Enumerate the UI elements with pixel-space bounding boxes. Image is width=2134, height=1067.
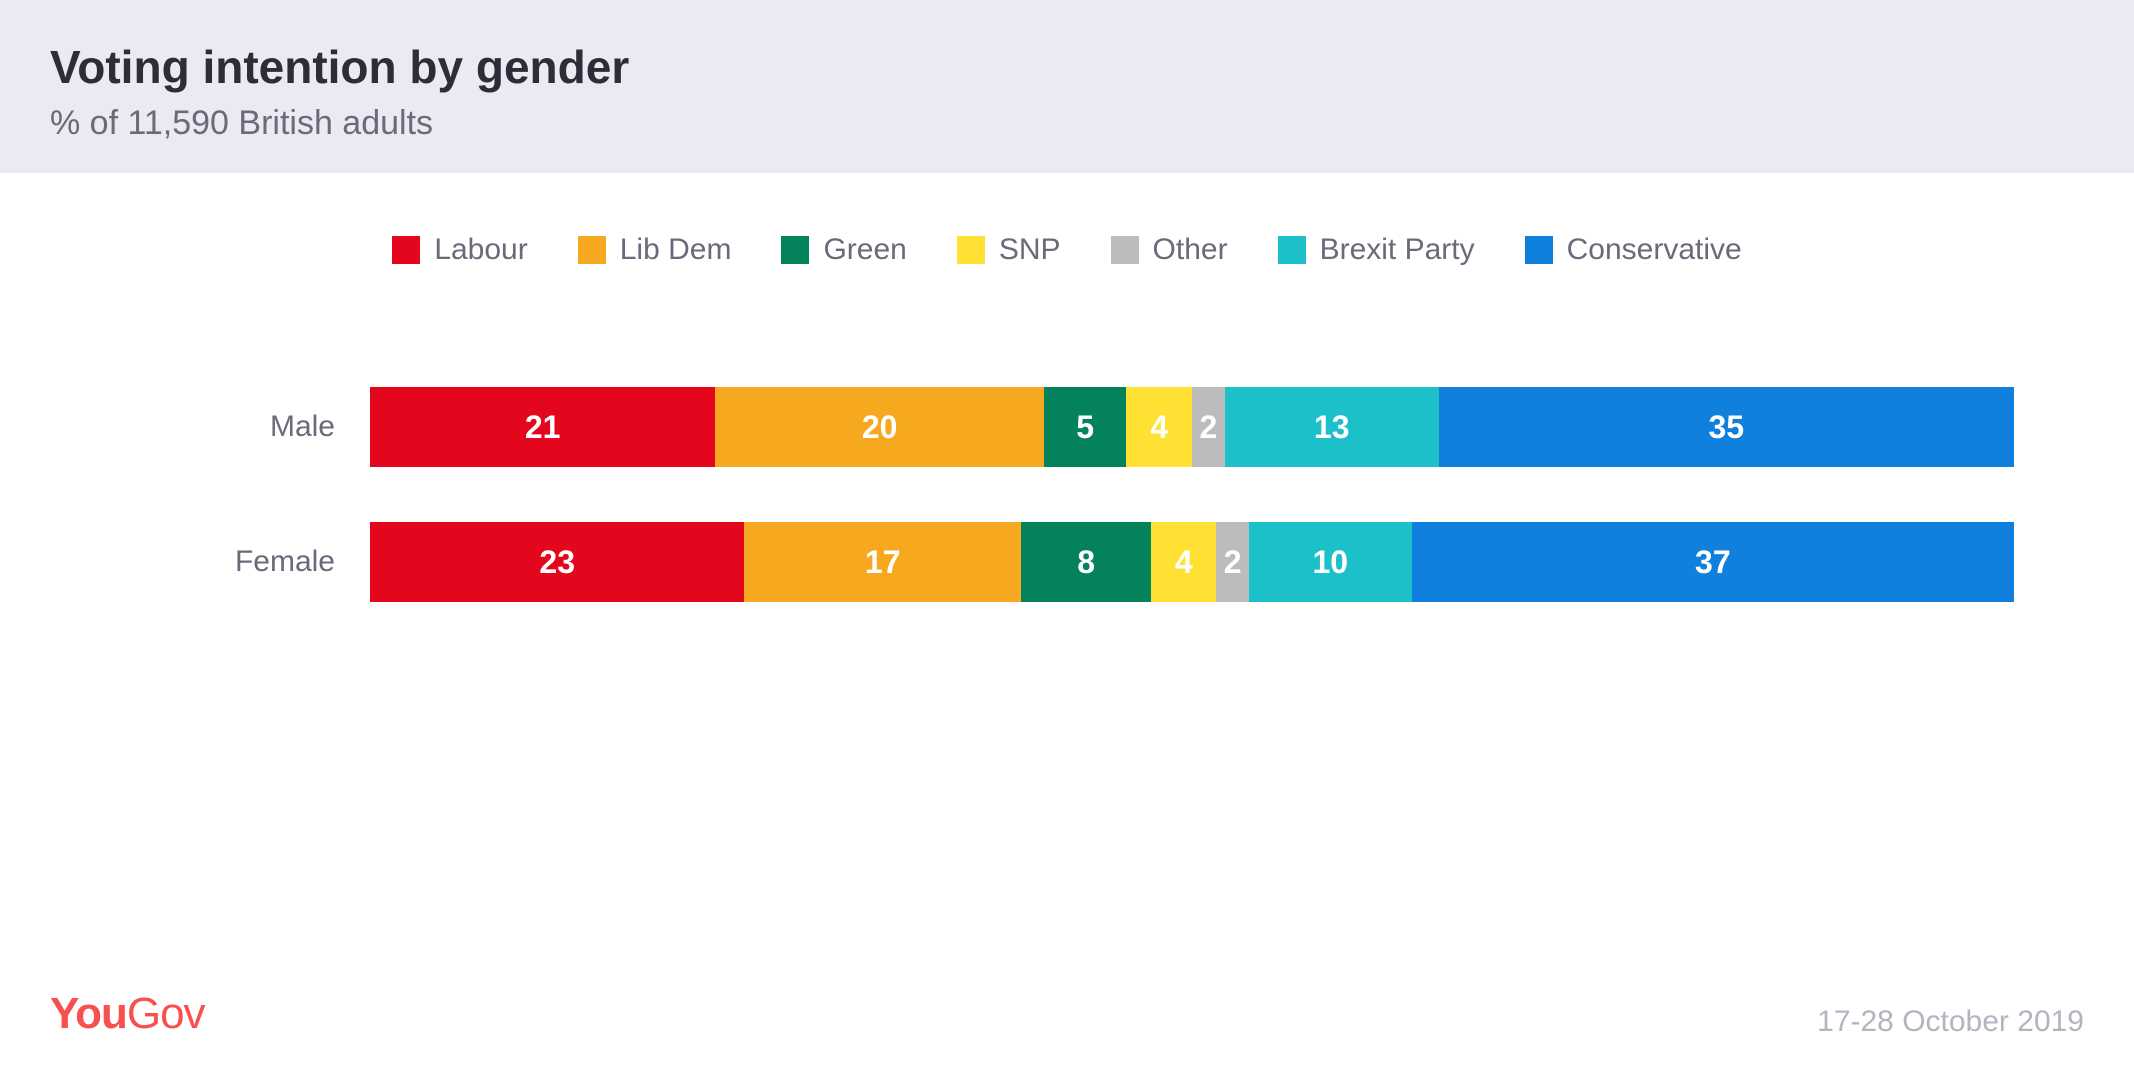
- logo-part-2: Gov: [127, 989, 205, 1038]
- bar-segment: 35: [1439, 387, 2014, 467]
- bar-segment: 37: [1412, 522, 2014, 602]
- legend-swatch: [781, 236, 809, 264]
- legend-item: Lib Dem: [578, 233, 732, 267]
- bar-segment: 4: [1151, 522, 1216, 602]
- bar-segment: 4: [1126, 387, 1192, 467]
- legend-item: Brexit Party: [1278, 233, 1475, 267]
- bar-segment: 20: [715, 387, 1044, 467]
- chart-subtitle: % of 11,590 British adults: [50, 104, 2084, 143]
- legend-item: Other: [1111, 233, 1228, 267]
- bar-segment: 8: [1021, 522, 1151, 602]
- footer: YouGov 17-28 October 2019: [50, 989, 2084, 1039]
- legend-label: Other: [1153, 233, 1228, 267]
- bar-row: Female23178421037: [170, 522, 2014, 602]
- bar-segment: 2: [1216, 522, 1249, 602]
- bar-segment: 23: [370, 522, 744, 602]
- header: Voting intention by gender % of 11,590 B…: [0, 0, 2134, 173]
- date-range: 17-28 October 2019: [1817, 1005, 2084, 1039]
- bar-track: 23178421037: [370, 522, 2014, 602]
- legend-item: Green: [781, 233, 906, 267]
- bar-segment: 13: [1225, 387, 1439, 467]
- chart-area: Labour Lib Dem Green SNP Other Brexit Party Co…: [0, 173, 2134, 602]
- legend-swatch: [1278, 236, 1306, 264]
- legend-label: Lib Dem: [620, 233, 732, 267]
- legend-label: Conservative: [1567, 233, 1742, 267]
- legend: Labour Lib Dem Green SNP Other Brexit Party Co…: [120, 233, 2014, 267]
- legend-item: Conservative: [1525, 233, 1742, 267]
- bars-container: Male21205421335Female23178421037: [120, 387, 2014, 602]
- legend-label: SNP: [999, 233, 1061, 267]
- legend-swatch: [1111, 236, 1139, 264]
- chart-title: Voting intention by gender: [50, 40, 2084, 94]
- bar-segment: 5: [1044, 387, 1126, 467]
- legend-swatch: [957, 236, 985, 264]
- bar-segment: 17: [744, 522, 1021, 602]
- bar-row-label: Male: [170, 410, 370, 444]
- legend-swatch: [1525, 236, 1553, 264]
- bar-segment: 21: [370, 387, 715, 467]
- legend-item: Labour: [392, 233, 527, 267]
- logo-part-1: You: [50, 989, 127, 1038]
- legend-label: Green: [823, 233, 906, 267]
- legend-label: Brexit Party: [1320, 233, 1475, 267]
- bar-row-label: Female: [170, 545, 370, 579]
- logo: YouGov: [50, 989, 205, 1039]
- bar-segment: 10: [1249, 522, 1412, 602]
- bar-track: 21205421335: [370, 387, 2014, 467]
- bar-row: Male21205421335: [170, 387, 2014, 467]
- bar-segment: 2: [1192, 387, 1225, 467]
- legend-swatch: [392, 236, 420, 264]
- legend-item: SNP: [957, 233, 1061, 267]
- legend-label: Labour: [434, 233, 527, 267]
- legend-swatch: [578, 236, 606, 264]
